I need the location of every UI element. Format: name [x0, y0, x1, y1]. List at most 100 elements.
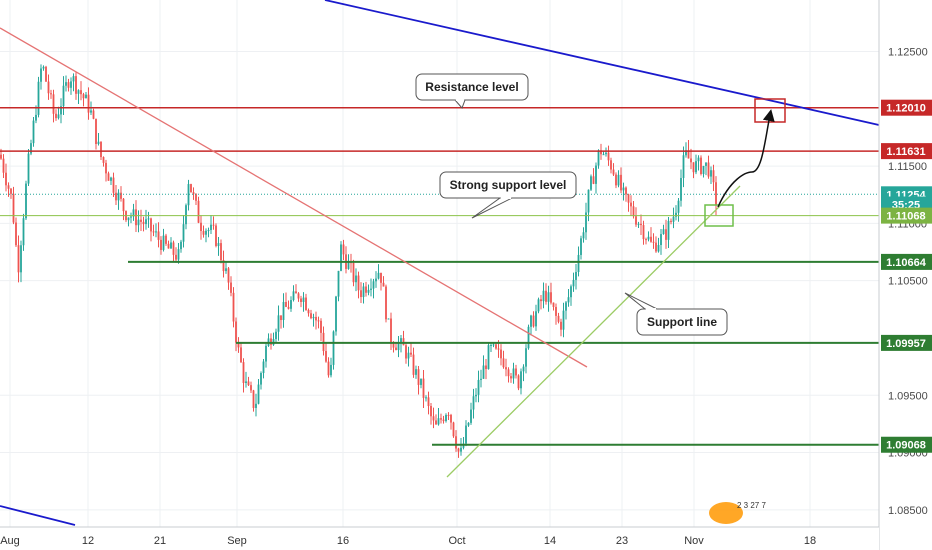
candle	[652, 233, 655, 249]
candle	[597, 149, 600, 169]
price-tag-label: 1.11631	[886, 146, 925, 158]
candle	[360, 282, 362, 303]
candle	[540, 295, 542, 310]
candle	[177, 242, 180, 264]
candle	[342, 239, 345, 261]
candle	[557, 312, 560, 324]
candle	[530, 314, 532, 336]
candle	[680, 169, 682, 207]
candle	[655, 236, 657, 253]
downtrend-line	[0, 27, 588, 368]
candle	[485, 358, 487, 380]
candle	[300, 295, 302, 308]
y-tick-label: 1.12500	[888, 47, 928, 59]
candle	[457, 447, 460, 458]
candle	[365, 281, 367, 297]
x-tick-label: 18	[804, 535, 816, 547]
candle	[305, 293, 307, 311]
candle	[92, 108, 95, 120]
candlestick-series	[0, 64, 717, 458]
candle	[37, 76, 40, 118]
projection-arrow	[717, 109, 775, 208]
candle	[672, 207, 675, 229]
y-tick-label: 1.08500	[888, 505, 928, 517]
candle	[260, 371, 262, 390]
candle	[410, 343, 412, 357]
candle	[175, 247, 177, 263]
candle	[372, 278, 375, 299]
candle	[122, 198, 125, 221]
candle	[240, 343, 242, 364]
logo-icon	[709, 502, 743, 524]
annotation-text: Support line	[647, 315, 717, 329]
x-tick-label: 21	[154, 535, 166, 547]
candle	[415, 365, 417, 379]
candle	[82, 92, 85, 107]
candle	[560, 318, 562, 337]
candle	[667, 216, 670, 248]
candle	[255, 393, 257, 417]
support-level-callout: Strong support level	[439, 171, 577, 219]
candle	[147, 211, 150, 228]
candle	[132, 203, 135, 221]
candle	[550, 282, 552, 305]
candle	[142, 216, 145, 232]
candle	[140, 209, 142, 232]
candle	[525, 344, 527, 374]
candle	[390, 312, 392, 351]
candle	[700, 155, 702, 176]
candle	[107, 171, 110, 181]
candle	[440, 413, 442, 424]
candle	[52, 89, 55, 123]
price-tag: 1.09957	[881, 334, 932, 351]
lower-trend-line	[0, 505, 76, 526]
candle	[517, 374, 520, 391]
x-tick-label: Aug	[0, 535, 20, 547]
candle	[572, 272, 575, 292]
candle	[10, 187, 12, 199]
x-tick-label: 14	[544, 535, 556, 547]
trend-lines	[0, 0, 880, 526]
annotations: Resistance level Strong support level Supp…	[415, 73, 728, 336]
candle	[412, 347, 415, 378]
candle	[112, 172, 115, 198]
candle	[155, 223, 157, 238]
candle	[657, 237, 660, 253]
candle	[235, 317, 237, 352]
candle	[387, 318, 390, 320]
candle	[617, 170, 620, 188]
price-axis: 1.125001.115001.110001.105001.095001.090…	[878, 0, 932, 550]
candle	[660, 228, 662, 255]
candle	[352, 259, 355, 287]
candle	[547, 285, 550, 312]
candle	[7, 182, 10, 197]
candle	[627, 193, 630, 212]
candle	[257, 378, 260, 405]
candle	[205, 228, 207, 243]
candle	[622, 182, 625, 201]
candle	[522, 364, 525, 382]
candle	[380, 272, 382, 291]
candle	[152, 224, 155, 237]
candle	[315, 311, 317, 330]
candle	[645, 237, 647, 245]
candle	[662, 224, 665, 235]
candle	[537, 297, 540, 314]
candle	[127, 217, 130, 227]
x-tick-label: 16	[337, 535, 349, 547]
candle	[482, 355, 485, 379]
candle	[447, 412, 450, 420]
price-tag: 1.12010	[881, 99, 932, 116]
candle	[665, 219, 667, 249]
candle	[322, 326, 325, 356]
candle	[642, 220, 645, 245]
candle	[270, 333, 272, 350]
x-tick-label: Nov	[684, 535, 704, 547]
candle	[307, 308, 310, 317]
candle	[565, 301, 567, 320]
candle	[162, 228, 165, 252]
candle	[685, 142, 687, 158]
candle	[200, 215, 202, 240]
candle	[605, 147, 607, 157]
